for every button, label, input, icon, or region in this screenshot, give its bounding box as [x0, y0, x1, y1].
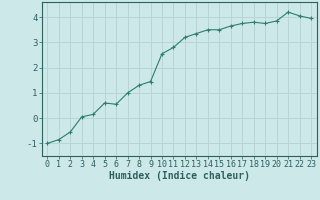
X-axis label: Humidex (Indice chaleur): Humidex (Indice chaleur)	[109, 171, 250, 181]
